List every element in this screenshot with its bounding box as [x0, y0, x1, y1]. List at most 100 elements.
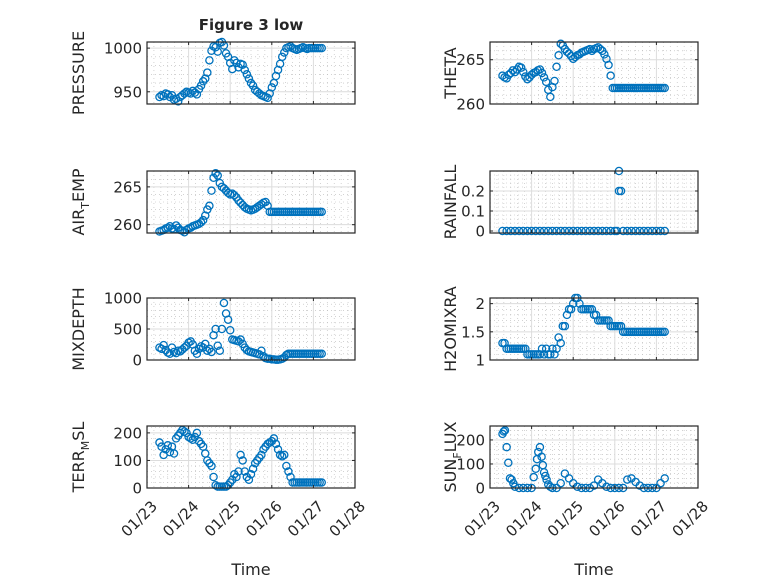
y-tick-label: 100: [113, 452, 142, 470]
y-tick-label: 500: [113, 321, 142, 339]
data-point: [508, 66, 518, 75]
data-point: [211, 169, 220, 178]
data-point: [639, 226, 649, 236]
data-point: [652, 226, 661, 236]
data-point: [587, 305, 597, 314]
data-point: [564, 474, 574, 483]
data-point: [562, 310, 572, 320]
data-point: [163, 90, 173, 99]
y-tick-label: 950: [113, 83, 142, 101]
data-point: [543, 226, 553, 236]
data-point: [180, 89, 189, 98]
data-point: [643, 226, 653, 236]
data-point: [273, 445, 283, 454]
data-point: [535, 350, 545, 359]
data-point: [205, 56, 214, 65]
data-point: [246, 78, 256, 88]
data-point: [556, 39, 565, 49]
data-point: [514, 226, 524, 236]
x-axis-label-left: Time: [230, 560, 270, 579]
panel-air_temp: 260 265 AIRTEMP: [69, 168, 356, 237]
panel-h2omixra: 1 1.5 2 H2OMIXRA: [441, 286, 699, 372]
x-axis-label-right: Time: [573, 560, 613, 579]
y-tick-label: 260: [456, 96, 485, 114]
data-point: [155, 438, 164, 447]
data-point: [635, 481, 645, 490]
panel-mixdepth: 0 500 1000 MIXDEPTH: [69, 287, 356, 371]
y-axis-label-main: RAINFALL: [441, 165, 460, 240]
data-point: [504, 458, 513, 468]
y-axis-label-tail: LUX: [441, 421, 460, 452]
y-axis-label: RAINFALL: [441, 165, 460, 240]
axes-box: [146, 425, 356, 489]
data-point: [286, 472, 295, 482]
y-tick-label: 0.2: [461, 183, 485, 201]
data-point: [238, 456, 247, 465]
data-point: [585, 226, 595, 236]
data-point: [280, 48, 289, 57]
data-point: [280, 450, 289, 460]
data-point: [198, 215, 208, 225]
data-point: [284, 467, 293, 476]
axes-background: [490, 171, 698, 233]
data-point: [186, 89, 195, 98]
data-point: [660, 327, 669, 337]
y-tick-label: 0: [475, 480, 485, 498]
axes-background: [490, 426, 698, 488]
data-point: [571, 52, 580, 62]
y-tick-label: 1.5: [461, 323, 485, 341]
y-axis-label: MIXDEPTH: [69, 287, 88, 370]
data-point: [257, 450, 266, 460]
data-point: [623, 226, 632, 236]
data-point: [506, 68, 516, 78]
y-tick-label: 1000: [104, 290, 142, 308]
data-point: [500, 338, 509, 348]
data-point: [499, 427, 508, 436]
data-point: [498, 226, 507, 236]
data-point: [238, 60, 247, 69]
data-point: [244, 475, 254, 484]
data-point: [575, 299, 584, 308]
data-point: [232, 472, 241, 482]
data-point: [275, 450, 285, 460]
data-point: [529, 472, 538, 482]
y-tick-label: 200: [456, 431, 485, 449]
data-point: [211, 480, 220, 490]
data-point: [159, 340, 168, 350]
data-point: [602, 482, 611, 492]
data-point: [213, 341, 222, 350]
y-axis-label: SUNFLUX: [441, 421, 464, 492]
data-point: [600, 50, 609, 59]
data-point: [556, 338, 565, 348]
data-point: [523, 226, 532, 236]
data-point: [604, 316, 613, 325]
data-point: [194, 344, 204, 354]
data-point: [171, 221, 181, 230]
data-point: [205, 201, 214, 211]
data-point: [531, 226, 541, 236]
data-point: [527, 70, 536, 80]
data-point: [246, 469, 256, 479]
data-point: [219, 298, 229, 308]
data-point: [502, 226, 511, 236]
data-point: [277, 52, 287, 62]
data-point: [598, 226, 607, 236]
y-axis-label-subscript: M: [79, 441, 92, 451]
y-axis-label-main: H2OMIXRA: [441, 286, 460, 372]
data-point: [591, 310, 601, 320]
data-point: [537, 452, 546, 462]
data-point: [585, 44, 595, 54]
data-point: [635, 226, 645, 236]
data-point: [589, 481, 599, 490]
data-point: [198, 77, 208, 86]
axes-box: [489, 170, 699, 234]
data-point: [213, 47, 222, 56]
data-point: [257, 200, 266, 209]
y-axis-label-main: SUN: [441, 459, 460, 493]
data-point: [510, 482, 520, 492]
y-axis-label: THETA: [441, 47, 460, 99]
y-axis-label: AIRTEMP: [69, 168, 92, 235]
axes-box: [146, 170, 356, 234]
